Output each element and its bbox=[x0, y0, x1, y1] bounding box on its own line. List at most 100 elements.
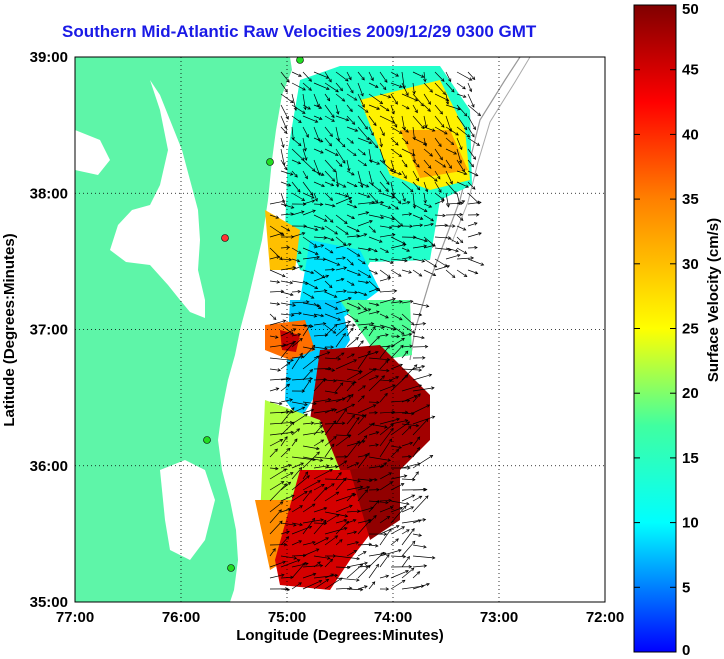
velocity-arrow-head bbox=[281, 573, 285, 577]
velocity-arrow bbox=[269, 378, 289, 381]
velocity-arrow-head bbox=[376, 288, 381, 292]
velocity-arrow bbox=[280, 93, 294, 103]
velocity-arrow bbox=[346, 371, 362, 381]
velocity-arrow bbox=[324, 137, 332, 147]
velocity-arrow-head bbox=[371, 581, 376, 585]
velocity-arrow-head bbox=[298, 540, 303, 544]
velocity-arrow bbox=[368, 311, 380, 315]
velocity-arrow-head bbox=[412, 90, 416, 95]
velocity-arrow bbox=[401, 540, 416, 557]
velocity-arrow bbox=[324, 93, 330, 101]
velocity-arrow-head bbox=[428, 373, 433, 377]
velocity-arrow bbox=[291, 505, 303, 513]
velocity-arrow bbox=[335, 505, 353, 513]
velocity-arrow bbox=[324, 527, 348, 535]
velocity-arrow-head bbox=[367, 247, 372, 252]
velocity-arrow-head bbox=[356, 578, 360, 582]
velocity-arrow-head bbox=[331, 368, 336, 372]
velocity-arrow-head bbox=[476, 142, 481, 146]
velocity-arrow bbox=[379, 324, 396, 330]
velocity-arrow-head bbox=[395, 142, 399, 146]
velocity-arrow-head bbox=[330, 345, 335, 349]
velocity-arrow-head bbox=[302, 202, 307, 206]
velocity-arrow-head bbox=[418, 368, 423, 372]
velocity-arrow bbox=[324, 577, 343, 590]
velocity-arrow-head bbox=[420, 74, 425, 78]
velocity-arrow-head bbox=[410, 506, 415, 510]
velocity-arrow bbox=[434, 181, 442, 193]
velocity-arrow bbox=[291, 181, 301, 193]
velocity-arrow bbox=[302, 104, 311, 110]
velocity-arrow bbox=[313, 192, 318, 202]
velocity-arrow-head bbox=[419, 216, 424, 220]
velocity-arrow-head bbox=[286, 245, 291, 250]
velocity-arrow bbox=[346, 126, 358, 132]
velocity-arrow bbox=[368, 375, 385, 392]
velocity-arrow-head bbox=[389, 506, 394, 510]
velocity-arrow-head bbox=[388, 498, 392, 503]
chart-title: Southern Mid-Atlantic Raw Velocities 200… bbox=[62, 22, 537, 41]
velocity-arrow-head bbox=[415, 423, 420, 428]
velocity-arrow-head bbox=[381, 375, 386, 379]
velocity-arrow bbox=[313, 425, 323, 436]
velocity-arrow-head bbox=[344, 194, 349, 198]
velocity-arrow bbox=[335, 359, 357, 370]
velocity-arrow-head bbox=[375, 287, 379, 291]
velocity-arrow-head bbox=[302, 87, 306, 91]
velocity-arrow bbox=[379, 360, 389, 370]
velocity-arrow bbox=[269, 401, 282, 405]
velocity-arrow bbox=[291, 491, 308, 502]
velocity-arrow bbox=[379, 379, 392, 382]
velocity-arrow bbox=[291, 562, 306, 579]
colorbar-tick-label: 45 bbox=[682, 62, 699, 79]
velocity-arrow bbox=[335, 126, 340, 142]
velocity-arrow bbox=[390, 148, 402, 158]
velocity-arrow-head bbox=[397, 224, 402, 229]
velocity-arrow bbox=[401, 300, 413, 304]
velocity-arrow-head bbox=[286, 447, 291, 452]
velocity-arrow bbox=[335, 148, 346, 164]
velocity-arrow bbox=[313, 469, 333, 480]
velocity-arrow-head bbox=[473, 222, 478, 226]
velocity-arrow-head bbox=[319, 563, 324, 568]
velocity-arrow-head bbox=[468, 77, 473, 81]
velocity-arrow-head bbox=[340, 352, 345, 356]
velocity-arrow-head bbox=[376, 335, 380, 340]
velocity-arrow bbox=[445, 192, 449, 208]
velocity-arrow bbox=[412, 571, 420, 579]
velocity-arrow-head bbox=[351, 215, 355, 220]
velocity-arrow bbox=[445, 148, 457, 155]
velocity-arrow bbox=[291, 401, 308, 406]
velocity-arrow bbox=[379, 247, 389, 253]
velocity-arrow bbox=[269, 344, 287, 348]
velocity-arrow-head bbox=[312, 572, 317, 577]
depth-contour-2 bbox=[451, 57, 531, 243]
velocity-arrow bbox=[357, 104, 369, 113]
velocity-arrow bbox=[357, 422, 375, 436]
velocity-arrow bbox=[379, 214, 395, 220]
velocity-arrow bbox=[313, 159, 321, 176]
velocity-arrow bbox=[368, 375, 379, 381]
velocity-arrow-head bbox=[316, 303, 321, 308]
velocity-arrow bbox=[390, 483, 405, 491]
velocity-arrow bbox=[467, 104, 481, 116]
velocity-arrow bbox=[401, 426, 412, 436]
velocity-arrow bbox=[379, 93, 391, 98]
velocity-arrow bbox=[335, 472, 342, 480]
velocity-arrow-head bbox=[400, 344, 404, 349]
velocity-arrow bbox=[302, 247, 319, 255]
velocity-arrow bbox=[324, 313, 341, 321]
velocity-arrow bbox=[401, 269, 412, 274]
velocity-arrow bbox=[434, 104, 443, 115]
velocity-arrow-head bbox=[338, 471, 342, 476]
velocity-arrow-head bbox=[362, 385, 366, 389]
velocity-arrow-head bbox=[285, 410, 290, 414]
velocity-arrow-head bbox=[319, 139, 324, 143]
velocity-arrow-head bbox=[442, 91, 447, 95]
velocity-arrow bbox=[335, 587, 352, 590]
velocity-arrow-head bbox=[328, 142, 332, 147]
velocity-arrow-head bbox=[332, 330, 337, 334]
velocity-arrow-head bbox=[407, 466, 411, 470]
velocity-arrow bbox=[313, 398, 331, 403]
velocity-arrow-head bbox=[290, 430, 295, 435]
